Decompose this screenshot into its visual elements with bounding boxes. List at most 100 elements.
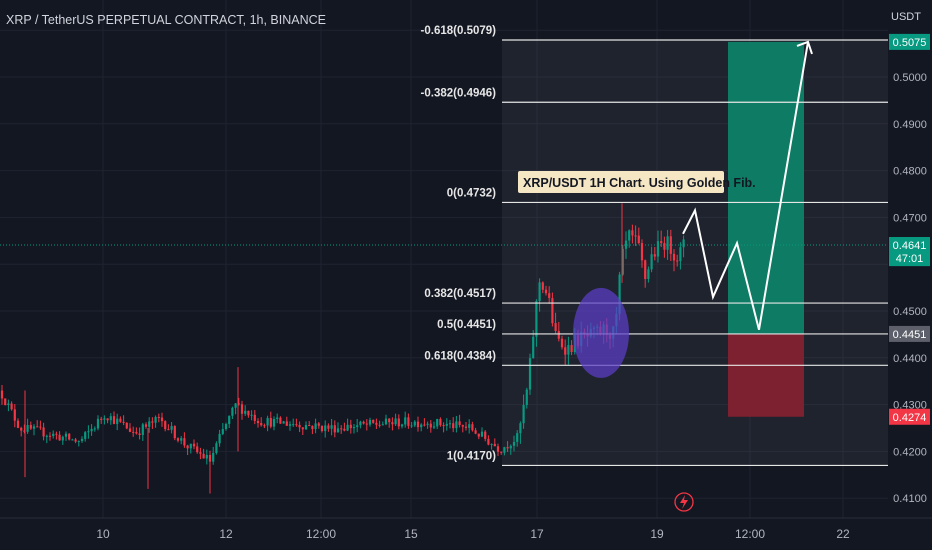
candle-body xyxy=(87,431,90,433)
candle-body xyxy=(660,241,663,244)
fib-level-label: 0.5(0.4451) xyxy=(437,319,496,331)
time-axis[interactable]: 10 12 12:00 15 17 19 12:00 22 xyxy=(0,517,932,541)
price-tick-label: 0.4400 xyxy=(893,353,927,365)
candle-body xyxy=(554,323,557,331)
candle-body xyxy=(330,425,333,429)
candle-body xyxy=(218,433,221,444)
candle-body xyxy=(116,418,119,424)
candle-body xyxy=(167,429,170,431)
candle-body xyxy=(564,347,567,355)
candle-body xyxy=(624,240,628,249)
candle-body xyxy=(13,409,16,421)
candle-body xyxy=(634,235,637,237)
candle-body xyxy=(557,330,560,339)
loss-zone xyxy=(728,333,804,417)
price-tick-label: 0.4500 xyxy=(893,306,927,318)
candle-body xyxy=(480,431,484,437)
candle-body xyxy=(500,451,503,453)
candle-body xyxy=(637,235,640,244)
candle-body xyxy=(7,403,10,406)
candle-body xyxy=(384,418,388,425)
candle-body xyxy=(666,236,669,250)
candle-body xyxy=(650,254,653,270)
time-tick-label: 12 xyxy=(219,527,233,541)
candle-body xyxy=(279,417,282,424)
annotation-text: XRP/USDT 1H Chart. Using Golden Fib. xyxy=(523,176,756,190)
candle-body xyxy=(439,419,442,426)
candle-body xyxy=(343,428,346,431)
price-axis[interactable]: 0.5000 0.4900 0.4800 0.4700 0.4500 0.4400 0.43… xyxy=(888,0,932,518)
candle-body xyxy=(368,419,372,425)
price-tick-label: 0.5000 xyxy=(893,72,927,84)
candle-body xyxy=(372,419,375,423)
candle-body xyxy=(96,418,100,429)
price-tick-label: 0.4800 xyxy=(893,166,927,178)
annotation-box: XRP/USDT 1H Chart. Using Golden Fib. xyxy=(518,171,756,193)
candle-body xyxy=(644,260,647,279)
candle-body xyxy=(656,241,660,257)
candle-body xyxy=(477,433,480,437)
candle-body xyxy=(560,338,564,348)
candle-body xyxy=(346,424,349,431)
price-tick-label: 0.4900 xyxy=(893,119,927,131)
lightning-icon-bolt xyxy=(680,495,688,509)
candle-body xyxy=(26,424,29,432)
candle-body xyxy=(103,418,106,420)
candle-body xyxy=(442,425,445,427)
candle-body xyxy=(170,426,173,430)
candle-body xyxy=(528,358,532,390)
projected-path xyxy=(682,40,813,330)
candle-body xyxy=(304,425,308,430)
candle-body xyxy=(10,403,13,410)
long-position-tool[interactable] xyxy=(728,41,804,417)
candle-body xyxy=(359,421,362,426)
price-badge xyxy=(889,237,930,254)
candle-body xyxy=(461,425,464,427)
lightning-icon[interactable] xyxy=(674,492,694,512)
candle-body xyxy=(0,390,4,399)
consolidation-highlight xyxy=(573,287,629,378)
candle-body xyxy=(458,421,461,426)
candle-body xyxy=(298,425,301,428)
price-tick-label: 0.4700 xyxy=(893,212,927,224)
candle-body xyxy=(48,435,52,437)
candle-body xyxy=(221,429,224,434)
fib-level-label: 0(0.4732) xyxy=(447,187,496,199)
candle-body xyxy=(471,424,474,431)
candle-body xyxy=(199,452,202,454)
candle-body xyxy=(410,425,413,427)
candle-body xyxy=(352,427,356,429)
candle-body xyxy=(90,428,93,432)
candle-body xyxy=(141,424,144,435)
candle-body xyxy=(420,424,423,428)
candle-body xyxy=(266,418,269,426)
candle-body xyxy=(397,418,400,427)
candle-body xyxy=(356,425,359,428)
candle-body xyxy=(381,424,384,426)
candle-body xyxy=(109,416,112,421)
fib-level-label: 0.618(0.4384) xyxy=(424,350,496,362)
candle-body xyxy=(45,435,48,437)
candle-body xyxy=(282,421,285,424)
candle-body xyxy=(516,433,519,442)
currency-label: USDT xyxy=(891,11,921,23)
candle-body xyxy=(263,425,266,427)
candle-body xyxy=(436,419,439,427)
candle-body xyxy=(240,404,244,414)
candle-body xyxy=(320,425,324,432)
candle-body xyxy=(429,423,432,428)
candle-body xyxy=(535,301,538,337)
candle-body xyxy=(394,418,397,425)
candle-body xyxy=(215,443,218,453)
candle-body xyxy=(285,421,288,426)
candle-body xyxy=(202,453,205,459)
candle-body xyxy=(151,421,154,423)
candle-body xyxy=(324,425,327,432)
candle-body xyxy=(80,438,84,441)
candle-body xyxy=(176,438,180,441)
candle-body xyxy=(567,345,570,355)
candle-body xyxy=(400,424,404,427)
candle-body xyxy=(490,443,493,445)
candle-body xyxy=(272,418,276,427)
